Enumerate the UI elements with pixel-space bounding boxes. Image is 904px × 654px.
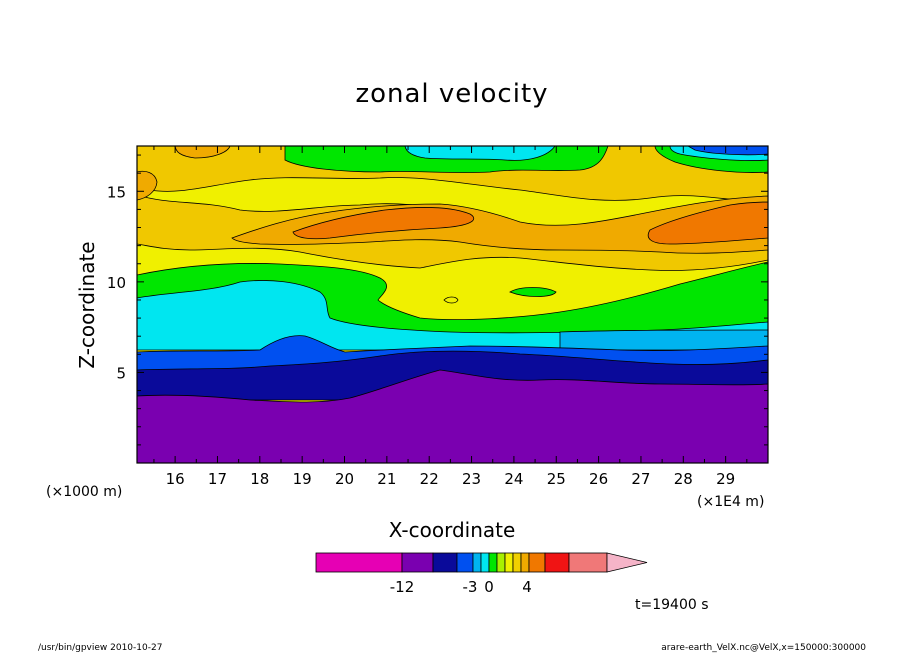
colorbar-label: 4 xyxy=(522,578,532,596)
footer-right: arare-earth_VelX.nc@VelX,x=150000:300000 xyxy=(661,643,866,653)
y-axis-label: Z-coordinate xyxy=(75,241,99,368)
colorbar-segment xyxy=(512,552,522,573)
x-tick-label: 20 xyxy=(335,470,354,488)
x-tick-label: 25 xyxy=(547,470,566,488)
x-tick-label: 18 xyxy=(250,470,269,488)
y-tick-label: 5 xyxy=(116,364,126,382)
x-tick-label: 26 xyxy=(589,470,608,488)
x-tick-label: 16 xyxy=(166,470,185,488)
contour-fill-lightblue-mid xyxy=(559,329,768,351)
x-tick-label: 19 xyxy=(293,470,312,488)
time-label: t=19400 s xyxy=(635,597,709,613)
colorbar-arrow xyxy=(606,552,648,573)
x-tick-label: 27 xyxy=(631,470,650,488)
colorbar-segment xyxy=(488,552,498,573)
x-tick-label: 21 xyxy=(377,470,396,488)
colorbar-segment xyxy=(520,552,530,573)
colorbar xyxy=(315,552,648,573)
colorbar-segment xyxy=(480,552,490,573)
x-tick-label: 28 xyxy=(674,470,693,488)
colorbar-segment xyxy=(432,552,458,573)
contour-island-green xyxy=(509,287,557,297)
contour-island-yellow-center xyxy=(443,296,459,304)
colorbar-label: -12 xyxy=(390,578,415,596)
plot-frame xyxy=(136,145,769,464)
colorbar-label: -3 xyxy=(463,578,478,596)
y-tick-label: 15 xyxy=(107,183,126,201)
x-tick-label: 24 xyxy=(504,470,523,488)
contour-fill-dark-orange-2 xyxy=(647,201,768,245)
contour-fill-purple xyxy=(137,369,768,463)
axis-ticks xyxy=(137,146,768,463)
contour-fill-orange-top-left xyxy=(174,146,231,159)
chart-title: zonal velocity xyxy=(355,79,548,109)
y-tick-label: 10 xyxy=(107,274,126,292)
colorbar-segment xyxy=(315,552,403,573)
colorbar-segment xyxy=(456,552,474,573)
colorbar-segment xyxy=(528,552,546,573)
colorbar-segment xyxy=(568,552,608,573)
x-tick-label: 22 xyxy=(420,470,439,488)
x-tick-label: 23 xyxy=(462,470,481,488)
contour-fill-orange-left-edge xyxy=(137,170,158,201)
x-axis-label: X-coordinate xyxy=(389,518,516,542)
contour-fill-cyan-top xyxy=(404,146,556,161)
colorbar-label: 0 xyxy=(484,578,494,596)
colorbar-segment xyxy=(401,552,434,573)
x-unit-left: (×1000 m) xyxy=(46,484,122,500)
colorbar-labels: -12 -3 0 4 xyxy=(390,578,532,596)
x-tick-label: 17 xyxy=(208,470,227,488)
contour-fill-dark-orange-1 xyxy=(292,206,475,240)
footer-left: /usr/bin/gpview 2010-10-27 xyxy=(38,643,162,653)
x-tick-labels: 16 17 18 19 20 21 22 23 24 25 26 27 28 29 xyxy=(166,470,736,488)
contour-fill-orange xyxy=(231,195,768,254)
colorbar-segment xyxy=(504,552,514,573)
x-unit-right: (×1E4 m) xyxy=(697,494,764,510)
y-tick-labels: 5 10 15 xyxy=(107,183,126,382)
colorbar-segment xyxy=(472,552,482,573)
contour-plot xyxy=(137,146,768,463)
x-tick-label: 29 xyxy=(716,470,735,488)
colorbar-segment xyxy=(496,552,506,573)
colorbar-segment xyxy=(544,552,570,573)
